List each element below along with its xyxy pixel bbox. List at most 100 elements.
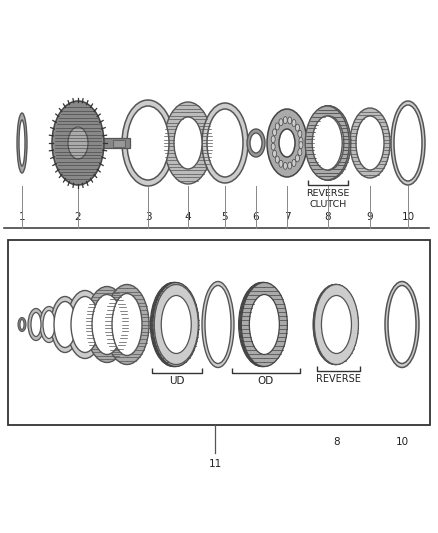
Ellipse shape <box>19 120 25 166</box>
Ellipse shape <box>394 105 422 181</box>
Ellipse shape <box>299 141 303 149</box>
Ellipse shape <box>283 163 287 169</box>
Ellipse shape <box>385 281 419 367</box>
Ellipse shape <box>202 281 234 367</box>
Ellipse shape <box>279 160 283 167</box>
Ellipse shape <box>314 116 344 170</box>
Text: 8: 8 <box>325 212 331 222</box>
Ellipse shape <box>248 295 279 354</box>
Ellipse shape <box>267 109 307 177</box>
Ellipse shape <box>321 295 350 353</box>
Ellipse shape <box>279 119 283 126</box>
Ellipse shape <box>112 294 142 356</box>
Ellipse shape <box>122 100 174 186</box>
Ellipse shape <box>161 295 191 354</box>
Bar <box>78 138 130 148</box>
Ellipse shape <box>153 282 199 367</box>
Ellipse shape <box>150 282 196 367</box>
Text: OD: OD <box>258 376 274 386</box>
Ellipse shape <box>298 149 302 156</box>
Ellipse shape <box>247 129 265 157</box>
Ellipse shape <box>240 282 286 367</box>
Ellipse shape <box>54 302 76 348</box>
Ellipse shape <box>283 117 287 124</box>
Ellipse shape <box>51 296 79 352</box>
Text: 4: 4 <box>185 212 191 222</box>
Text: REVERSE: REVERSE <box>316 375 361 384</box>
Ellipse shape <box>276 156 279 163</box>
Ellipse shape <box>249 295 279 354</box>
Ellipse shape <box>299 138 303 144</box>
Ellipse shape <box>314 285 358 365</box>
Ellipse shape <box>164 102 212 184</box>
Ellipse shape <box>92 295 122 354</box>
Ellipse shape <box>272 150 276 157</box>
Ellipse shape <box>314 285 358 365</box>
Ellipse shape <box>320 295 350 353</box>
Text: 5: 5 <box>222 212 228 222</box>
Bar <box>113 140 125 147</box>
Ellipse shape <box>20 319 24 329</box>
Ellipse shape <box>31 312 41 336</box>
Ellipse shape <box>288 162 292 169</box>
Ellipse shape <box>307 106 351 180</box>
Ellipse shape <box>152 285 197 365</box>
Ellipse shape <box>161 295 191 353</box>
Ellipse shape <box>153 285 198 365</box>
Ellipse shape <box>40 306 58 343</box>
Text: REVERSE
CLUTCH: REVERSE CLUTCH <box>306 189 350 209</box>
Ellipse shape <box>292 119 296 126</box>
Ellipse shape <box>272 129 276 136</box>
Ellipse shape <box>279 129 295 157</box>
Ellipse shape <box>305 106 349 180</box>
Text: 8: 8 <box>334 437 340 447</box>
Ellipse shape <box>271 136 275 143</box>
Ellipse shape <box>242 285 286 365</box>
Ellipse shape <box>250 133 262 153</box>
Ellipse shape <box>207 109 243 177</box>
Ellipse shape <box>249 295 279 353</box>
Ellipse shape <box>159 295 189 354</box>
Text: 7: 7 <box>284 212 290 222</box>
Ellipse shape <box>174 117 202 169</box>
Ellipse shape <box>86 287 128 362</box>
Ellipse shape <box>160 295 190 354</box>
Ellipse shape <box>388 286 416 364</box>
Ellipse shape <box>292 159 296 166</box>
Ellipse shape <box>105 285 149 365</box>
Text: 11: 11 <box>208 459 222 469</box>
Ellipse shape <box>71 296 99 352</box>
Ellipse shape <box>247 295 277 354</box>
Ellipse shape <box>295 124 300 131</box>
Ellipse shape <box>313 285 357 365</box>
Ellipse shape <box>241 282 287 367</box>
Ellipse shape <box>306 106 350 180</box>
Ellipse shape <box>52 101 104 185</box>
Text: 2: 2 <box>75 212 81 222</box>
Ellipse shape <box>43 311 55 338</box>
Text: 9: 9 <box>367 212 373 222</box>
Ellipse shape <box>241 285 285 365</box>
Ellipse shape <box>68 127 88 159</box>
Text: 1: 1 <box>19 212 25 222</box>
Text: 10: 10 <box>396 437 409 447</box>
Ellipse shape <box>152 285 196 365</box>
Ellipse shape <box>159 295 189 353</box>
Text: 3: 3 <box>145 212 151 222</box>
Ellipse shape <box>240 285 284 365</box>
Ellipse shape <box>205 286 231 364</box>
Ellipse shape <box>240 282 286 367</box>
Ellipse shape <box>239 282 285 367</box>
Ellipse shape <box>18 318 26 332</box>
Ellipse shape <box>321 295 351 353</box>
Ellipse shape <box>151 282 197 367</box>
Ellipse shape <box>313 116 343 170</box>
Ellipse shape <box>202 103 248 183</box>
Ellipse shape <box>158 295 188 354</box>
Ellipse shape <box>17 113 27 173</box>
Ellipse shape <box>271 143 275 150</box>
Ellipse shape <box>314 285 357 365</box>
Ellipse shape <box>127 106 169 180</box>
Text: UD: UD <box>169 376 185 386</box>
Ellipse shape <box>321 295 351 353</box>
